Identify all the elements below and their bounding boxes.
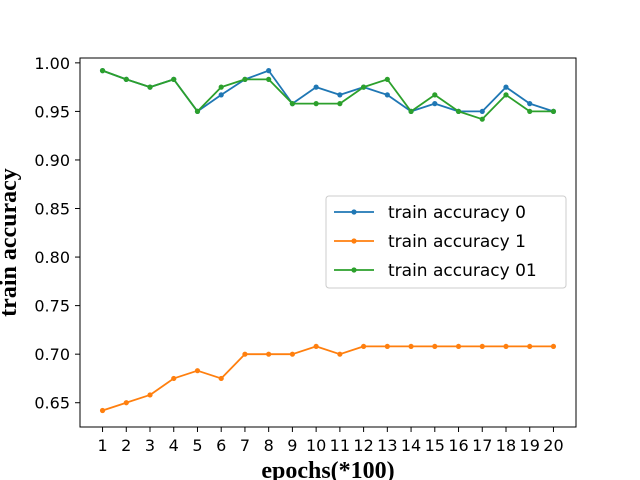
x-tick-label: 1 — [97, 436, 107, 455]
data-point — [527, 343, 533, 350]
data-point — [455, 108, 462, 115]
series-2 — [99, 68, 557, 122]
data-point — [384, 92, 390, 98]
data-point — [337, 101, 343, 107]
data-point — [479, 108, 485, 115]
y-tick-label: 0.85 — [34, 200, 70, 219]
data-point — [313, 343, 319, 350]
series-layer — [99, 68, 557, 414]
y-tick-label: 0.75 — [34, 297, 70, 316]
data-point — [337, 92, 343, 98]
x-tick-label: 13 — [377, 436, 397, 455]
x-tick-label: 19 — [520, 436, 540, 455]
x-tick-label: 16 — [448, 436, 468, 455]
data-point — [147, 392, 153, 398]
x-tick-label: 6 — [216, 436, 226, 455]
x-tick-label: 8 — [264, 436, 274, 455]
data-point — [408, 108, 414, 115]
data-point — [527, 101, 533, 107]
x-tick-label: 14 — [401, 436, 421, 455]
data-point — [479, 116, 485, 122]
y-tick-label: 0.65 — [34, 394, 70, 413]
data-point — [550, 343, 557, 350]
x-tick-label: 5 — [192, 436, 202, 455]
x-tick-label: 3 — [145, 436, 155, 455]
x-tick-label: 20 — [543, 436, 563, 455]
legend: train accuracy 0 train accuracy 1 train ac… — [325, 195, 567, 289]
y-axis-title: train accuracy — [0, 168, 22, 317]
y-tick-label: 0.95 — [34, 102, 70, 121]
data-point — [218, 375, 224, 382]
data-point — [337, 351, 343, 357]
data-point — [289, 101, 296, 107]
x-tick-label: 17 — [472, 436, 492, 455]
x-tick-label: 4 — [169, 436, 179, 455]
x-tick-label: 2 — [121, 436, 131, 455]
data-point — [266, 351, 272, 357]
y-axis-ticks: 0.65 0.70 0.75 0.80 0.85 0.90 0.95 1.00 — [34, 54, 80, 413]
data-point — [123, 400, 129, 406]
data-point — [218, 84, 224, 90]
x-tick-label: 11 — [330, 436, 350, 455]
plot-area-frame — [79, 57, 577, 428]
data-point — [123, 76, 129, 82]
legend-box — [325, 195, 567, 289]
data-point — [289, 351, 296, 357]
legend-marker — [351, 209, 357, 215]
y-tick-label: 0.80 — [34, 248, 70, 267]
data-point — [503, 343, 509, 350]
data-point — [266, 76, 272, 82]
data-point — [432, 343, 438, 350]
data-point — [313, 101, 319, 107]
data-point — [99, 68, 106, 74]
x-tick-label: 18 — [496, 436, 516, 455]
x-tick-label: 7 — [240, 436, 250, 455]
data-point — [550, 108, 557, 115]
legend-label: train accuracy 0 — [388, 203, 526, 223]
series-0 — [99, 68, 557, 115]
y-tick-label: 0.70 — [34, 345, 70, 364]
data-point — [503, 92, 509, 98]
legend-marker — [351, 238, 357, 244]
x-tick-label: 15 — [425, 436, 445, 455]
data-point — [384, 76, 390, 82]
data-point — [503, 84, 509, 90]
x-axis-ticks: 1 2 3 4 5 6 7 8 9 10 11 12 13 14 15 16 17 18 19 20 — [97, 427, 564, 455]
data-point — [99, 407, 106, 414]
data-point — [455, 343, 462, 350]
data-point — [171, 76, 177, 82]
data-point — [242, 76, 248, 82]
series-line — [102, 69, 554, 113]
data-point — [242, 351, 248, 357]
data-point — [218, 92, 224, 98]
legend-label: train accuracy 1 — [388, 232, 526, 252]
data-point — [408, 343, 414, 350]
x-tick-label: 10 — [306, 436, 326, 455]
data-point — [313, 84, 319, 90]
data-point — [432, 92, 438, 98]
x-tick-label: 12 — [353, 436, 373, 455]
x-axis-title: epochs(*100) — [261, 458, 394, 480]
data-point — [479, 343, 485, 350]
data-point — [194, 368, 201, 374]
y-tick-label: 1.00 — [34, 54, 70, 73]
data-point — [266, 68, 272, 74]
data-point — [432, 101, 438, 107]
data-point — [171, 375, 177, 382]
data-point — [360, 343, 367, 350]
series-1 — [99, 343, 557, 414]
data-point — [194, 108, 201, 115]
data-point — [147, 84, 153, 90]
series-line — [102, 345, 554, 412]
data-point — [527, 108, 533, 115]
y-tick-label: 0.90 — [34, 151, 70, 170]
x-tick-label: 9 — [287, 436, 297, 455]
series-line — [102, 69, 554, 121]
data-point — [384, 343, 390, 350]
legend-marker — [351, 267, 357, 273]
data-point — [360, 84, 367, 90]
legend-label: train accuracy 01 — [388, 261, 537, 281]
